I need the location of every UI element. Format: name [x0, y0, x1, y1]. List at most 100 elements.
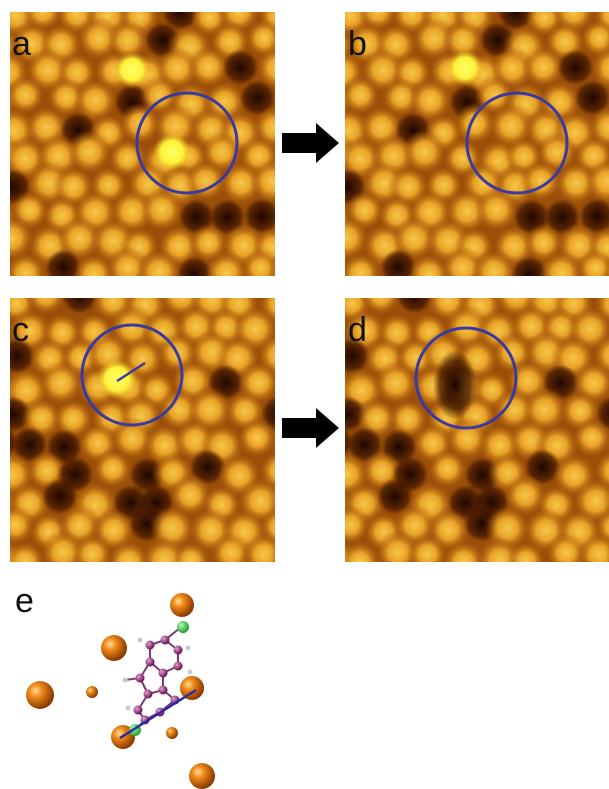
stm-hole: [273, 254, 309, 290]
stm-blob: [308, 482, 352, 526]
stm-hole: [298, 451, 334, 487]
stm-blob: [307, 313, 346, 352]
stm-blob: [0, 0, 16, 9]
stm-blob: [601, 0, 609, 11]
stm-blob: [291, 226, 333, 268]
stm-blob: [94, 566, 133, 605]
stm-hole: [397, 278, 433, 314]
stm-blob: [297, 166, 337, 206]
stm-blob: [440, 0, 484, 9]
stm-blob: [306, 194, 351, 239]
panel-label: c: [12, 311, 29, 349]
stm-blob: [290, 277, 334, 321]
stm-blob: [290, 48, 329, 87]
stm-blob: [42, 0, 87, 6]
stm-blob: [331, 505, 370, 544]
stm-hole: [474, 0, 510, 6]
stm-blob: [293, 570, 333, 610]
stm-blob: [505, 0, 548, 6]
stm-hole: [223, 49, 259, 85]
stm-blob: [170, 0, 213, 6]
stm-blob: [191, 567, 231, 607]
stm-blob: [460, 566, 504, 610]
stm-blob: [63, 571, 101, 609]
stm-blob: [78, 0, 120, 6]
stm-blob: [301, 81, 342, 122]
stm-blob: [205, 251, 248, 294]
stm-blob: [105, 0, 149, 9]
stm-blob: [0, 388, 2, 434]
stm-blob: [398, 571, 436, 609]
stm-blob: [221, 561, 263, 603]
adsorbate: [114, 52, 150, 88]
stm-blob: [541, 0, 586, 10]
panel-label: e: [15, 582, 34, 620]
stm-blob: [288, 505, 328, 545]
stm-blob: [407, 534, 447, 574]
stm-blob: [294, 0, 338, 34]
stm-blob: [72, 534, 112, 574]
stm-blob: [489, 562, 530, 603]
stm-blob: [507, 542, 545, 580]
stm-blob: [288, 281, 331, 324]
stm-blob: [5, 253, 46, 294]
stm-blob: [291, 218, 335, 262]
stm-blob: [140, 187, 184, 231]
stm-blob: [340, 253, 381, 294]
stm-blob: [0, 313, 11, 352]
stm-blob: [290, 0, 329, 33]
stm-hole: [139, 0, 175, 6]
stm-blob: [313, 0, 352, 9]
stm-blob: [137, 250, 182, 295]
stm-blob: [4, 541, 45, 582]
stm-blob: [284, 166, 329, 211]
adsorbate: [153, 133, 191, 171]
panel-label: b: [348, 25, 367, 63]
stm-blob: [26, 275, 66, 315]
stm-blob: [305, 478, 346, 519]
stm-blob: [290, 282, 329, 321]
stm-blob: [292, 449, 335, 492]
stm-blob: [0, 0, 3, 34]
stm-blob: [269, 22, 313, 66]
panel-label: a: [12, 25, 31, 63]
stm-blob: [268, 251, 308, 291]
stm-blob: [304, 19, 344, 59]
stm-blob: [206, 0, 251, 10]
stm-blob: [355, 568, 398, 611]
stm-blob: [243, 533, 286, 576]
stm-hole: [274, 372, 310, 408]
adsorbate: [447, 50, 483, 86]
stm-blob: [339, 541, 380, 582]
stm-blob: [288, 49, 327, 88]
stm-hole: [311, 249, 347, 285]
stm-blob: [309, 541, 349, 581]
stm-blob: [526, 567, 566, 607]
stm-blob: [286, 331, 331, 376]
stm-blob: [592, 568, 609, 610]
stm-blob: [0, 166, 2, 206]
stm-blob: [257, 568, 299, 610]
stm-blob: [340, 0, 381, 8]
stm-image: [290, 0, 609, 326]
vacancy: [433, 350, 477, 420]
stm-blob: [270, 533, 314, 577]
stm-blob: [125, 566, 169, 610]
stm-blob: [413, 0, 455, 6]
stm-blob: [172, 542, 210, 580]
stm-blob: [567, 0, 609, 4]
stm-hole: [291, 570, 327, 606]
stm-hole: [558, 49, 594, 85]
stm-blob: [298, 250, 344, 296]
arrow: [282, 408, 339, 448]
arrow: [282, 123, 339, 163]
panel-label: d: [348, 311, 367, 349]
adsorbate: [97, 359, 137, 399]
stm-blob: [295, 281, 334, 320]
figure: a b c d e: [0, 0, 609, 789]
stm-blob: [306, 306, 351, 351]
stm-blob: [5, 0, 46, 8]
stm-blob: [275, 313, 315, 353]
molecule-model: [26, 593, 215, 789]
stm-blob: [278, 78, 317, 117]
